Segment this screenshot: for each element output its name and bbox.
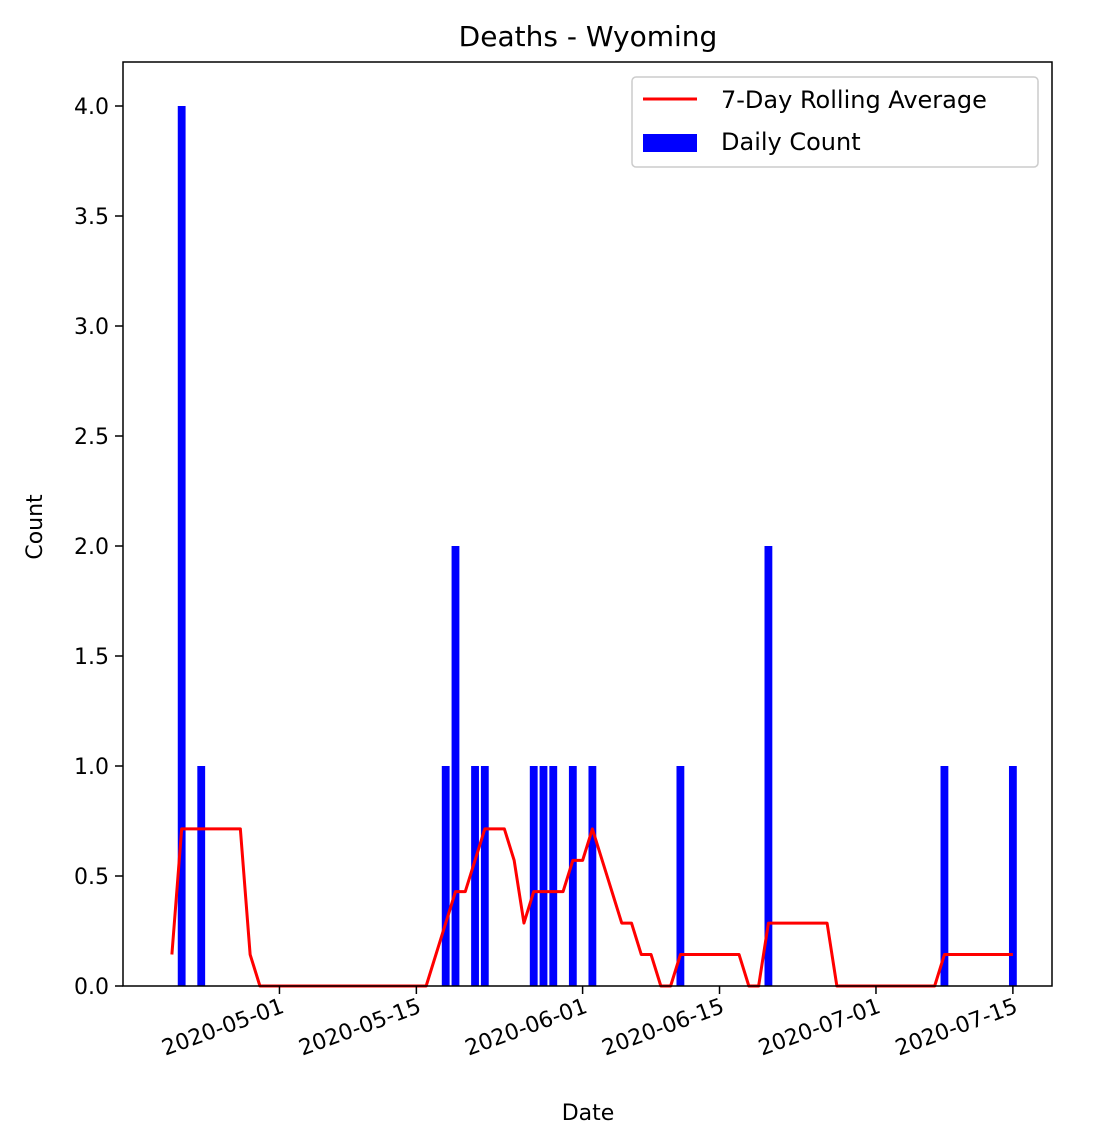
y-tick-label: 1.5: [74, 645, 109, 670]
bars-layer: [177, 106, 1017, 986]
daily-count-bar: [764, 546, 773, 986]
y-tick-label: 2.0: [74, 535, 109, 560]
legend-bar-swatch: [643, 134, 697, 152]
y-axis-label: Count: [23, 494, 48, 560]
y-tick-label: 2.5: [74, 425, 109, 450]
x-axis-label: Date: [562, 1101, 615, 1126]
daily-count-bar: [549, 766, 558, 986]
daily-count-bar: [529, 766, 538, 986]
chart-title: Deaths - Wyoming: [459, 20, 718, 53]
daily-count-bar: [451, 546, 460, 986]
daily-count-bar: [568, 766, 577, 986]
daily-count-bar: [588, 766, 597, 986]
legend-box: [631, 76, 1039, 168]
y-tick-label: 4.0: [74, 95, 109, 120]
daily-count-bar: [539, 766, 548, 986]
daily-count-bar: [1008, 766, 1017, 986]
plot-area-frame: [122, 61, 1053, 987]
y-tick-label: 0.0: [74, 975, 109, 1000]
daily-count-bar: [471, 766, 479, 986]
y-tick-label: 1.0: [74, 755, 109, 780]
rolling-average-line: [170, 827, 1013, 988]
daily-count-bar: [177, 106, 186, 986]
legend: 7-Day Rolling Average Daily Count: [631, 76, 1039, 168]
y-tick-label: 0.5: [74, 865, 109, 890]
y-tick-label: 3.5: [74, 205, 109, 230]
y-tick-label: 3.0: [74, 315, 109, 340]
legend-label-rolling-average: 7-Day Rolling Average: [721, 86, 987, 114]
daily-count-bar: [676, 766, 685, 986]
daily-count-bar: [197, 766, 206, 986]
daily-count-bar: [441, 766, 450, 986]
line-layer: [170, 827, 1013, 988]
daily-count-bar: [940, 766, 949, 986]
legend-label-daily-count: Daily Count: [721, 128, 861, 156]
daily-count-bar: [480, 766, 489, 986]
